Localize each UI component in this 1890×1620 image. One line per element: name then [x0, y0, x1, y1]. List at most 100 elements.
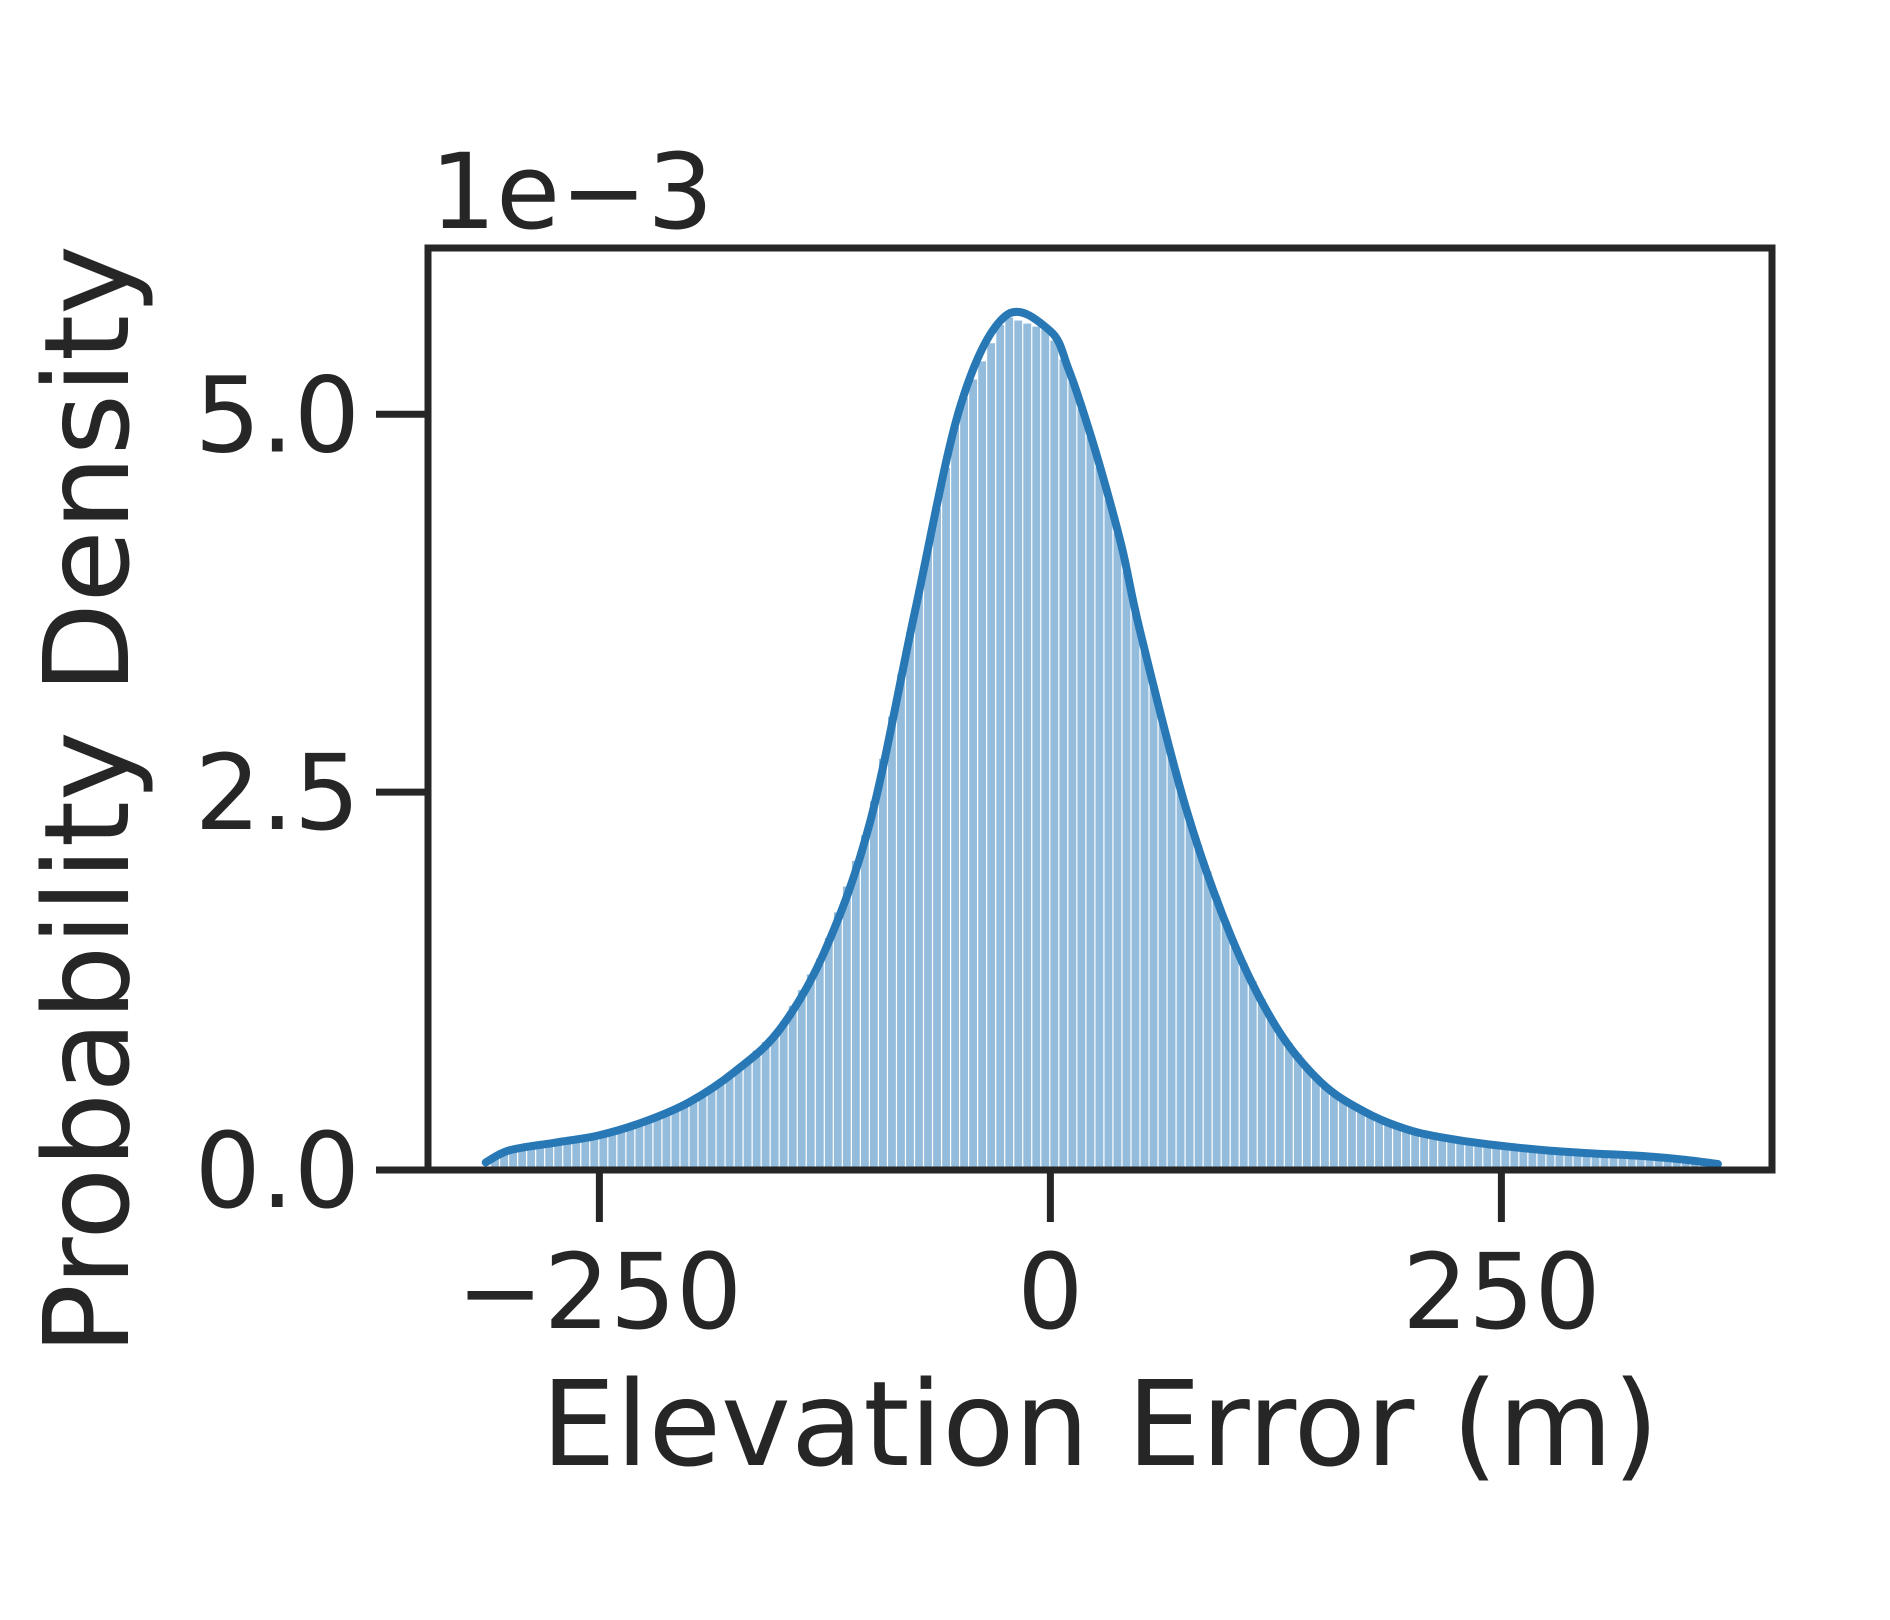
histogram-bar [1636, 1156, 1645, 1170]
histogram-bar [599, 1133, 608, 1170]
histogram-bar [1465, 1141, 1474, 1170]
histogram-bar [960, 397, 969, 1170]
histogram-bar [743, 1059, 752, 1170]
histogram-bar [1104, 499, 1113, 1170]
histogram-bar [1050, 340, 1059, 1170]
histogram-bar [491, 1157, 499, 1170]
histogram-bar [1600, 1154, 1609, 1170]
histogram-bar [1339, 1097, 1347, 1170]
histogram-bar [1068, 382, 1077, 1170]
histogram-bar [671, 1107, 680, 1170]
histogram-bar [1375, 1118, 1383, 1170]
histogram-bar [518, 1148, 527, 1170]
histogram-bar [1185, 820, 1194, 1170]
x-tick-label: −250 [457, 1231, 743, 1353]
histogram-bar [554, 1142, 563, 1170]
histogram-bar [698, 1092, 707, 1170]
histogram-bar [716, 1080, 725, 1170]
histogram-bar [1429, 1135, 1438, 1170]
kde-line [481, 307, 1722, 1168]
histogram-bar [1663, 1158, 1672, 1170]
histogram-bar [779, 1021, 788, 1170]
histogram-bar [1113, 533, 1122, 1170]
histogram-bar [1032, 326, 1041, 1171]
histogram-bar [1681, 1159, 1690, 1170]
histogram-bar [653, 1115, 662, 1170]
histogram-bar [1690, 1161, 1699, 1170]
histogram-bar [1393, 1125, 1401, 1170]
histogram-bar [1537, 1149, 1546, 1170]
histogram-bar [527, 1146, 536, 1170]
x-tick-label: 0 [1017, 1231, 1083, 1353]
histogram-bar [1041, 329, 1050, 1171]
histogram-bar [1086, 436, 1095, 1170]
histogram-bar [1248, 981, 1257, 1170]
histogram-bar [662, 1111, 671, 1170]
histogram-bar [1447, 1138, 1456, 1170]
histogram-bar [797, 990, 806, 1170]
histogram-bar [608, 1131, 617, 1170]
histogram-bar [545, 1143, 554, 1170]
histogram-bar [842, 886, 851, 1170]
histogram-bar [536, 1145, 545, 1170]
histogram-bar [1330, 1091, 1338, 1170]
histogram-bar [978, 361, 987, 1170]
histogram-bar [1510, 1147, 1519, 1170]
histogram-bar [1122, 571, 1131, 1170]
histogram-bar [1176, 789, 1185, 1170]
histogram-bar [626, 1125, 635, 1170]
x-axis-label: Elevation Error (m) [541, 1355, 1659, 1493]
histogram-bar [1645, 1156, 1654, 1170]
y-tick-label: 2.5 [195, 732, 360, 854]
histogram-bar [563, 1140, 572, 1170]
histogram-bar [1302, 1065, 1311, 1170]
histogram-bar [1618, 1154, 1627, 1170]
histogram-bar [590, 1135, 599, 1170]
histogram-bar [1555, 1151, 1564, 1170]
histogram-bar [933, 508, 941, 1171]
y-tick-label: 0.0 [195, 1110, 360, 1232]
histogram-bar [1266, 1017, 1275, 1170]
histogram-bar [888, 716, 896, 1170]
histogram-bar [1564, 1151, 1573, 1170]
histogram-bar [689, 1098, 698, 1170]
histogram-bar [1348, 1103, 1356, 1170]
histogram-bar [1474, 1142, 1483, 1170]
histogram-bar [915, 590, 923, 1170]
histogram-bar [1357, 1109, 1365, 1170]
histogram-bar [951, 427, 959, 1170]
histogram-bar [1203, 871, 1212, 1170]
histogram-bar [1420, 1133, 1429, 1170]
histogram-bar [1284, 1043, 1293, 1170]
histogram-bar [824, 937, 833, 1170]
histogram-bar [1519, 1148, 1528, 1170]
histogram-bar [1014, 320, 1023, 1171]
histogram-bar [1023, 323, 1032, 1171]
histogram-bar [1140, 650, 1149, 1170]
histogram-bar [752, 1050, 761, 1170]
histogram-bar [1230, 944, 1239, 1170]
y-offset-label: 1e−3 [430, 131, 713, 253]
x-axis-ticks: −250 0 250 [457, 1170, 1601, 1353]
histogram-bar [1384, 1121, 1392, 1170]
x-tick-label: 250 [1402, 1231, 1601, 1353]
histogram-bar [1275, 1032, 1284, 1170]
histogram-bar [924, 549, 932, 1170]
histogram-bar [1077, 408, 1086, 1171]
histogram-bar [734, 1067, 743, 1170]
histogram-bar [1582, 1153, 1591, 1170]
histogram-bar [869, 801, 878, 1170]
histogram-bar [1627, 1155, 1636, 1170]
y-axis-label: Probability Density [18, 245, 156, 1355]
histogram-bar [1167, 755, 1176, 1170]
histogram-bar [572, 1139, 581, 1170]
histogram-bar [680, 1103, 689, 1170]
histogram-bar [1609, 1154, 1618, 1170]
histogram-bar [996, 325, 1005, 1171]
histogram-bar [1546, 1150, 1555, 1170]
histogram-bar [1456, 1140, 1465, 1170]
histogram-bar [906, 631, 914, 1170]
histogram-bar [1131, 612, 1140, 1170]
histogram-bar [1059, 359, 1068, 1170]
